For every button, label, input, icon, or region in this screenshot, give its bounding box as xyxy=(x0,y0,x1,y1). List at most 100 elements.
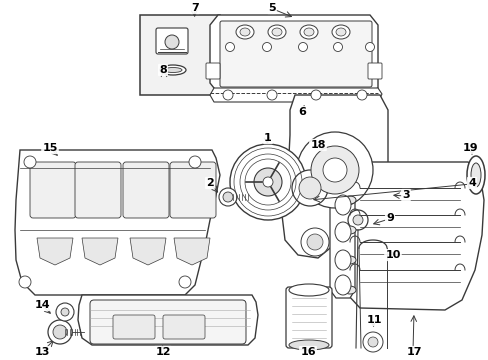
Ellipse shape xyxy=(343,256,355,264)
Text: 7: 7 xyxy=(191,3,199,13)
Circle shape xyxy=(301,228,328,256)
Ellipse shape xyxy=(163,68,182,72)
FancyBboxPatch shape xyxy=(113,315,155,339)
Ellipse shape xyxy=(271,28,282,36)
FancyBboxPatch shape xyxy=(285,287,331,348)
Circle shape xyxy=(333,42,342,51)
Text: 11: 11 xyxy=(366,315,381,325)
Polygon shape xyxy=(209,88,381,102)
Circle shape xyxy=(367,337,377,347)
Circle shape xyxy=(262,42,271,51)
Ellipse shape xyxy=(299,25,317,39)
Circle shape xyxy=(352,215,362,225)
Polygon shape xyxy=(15,150,220,295)
Text: 18: 18 xyxy=(309,140,325,150)
Text: 19: 19 xyxy=(462,143,478,153)
FancyBboxPatch shape xyxy=(30,162,76,218)
Circle shape xyxy=(310,146,358,194)
Circle shape xyxy=(266,90,276,100)
Polygon shape xyxy=(282,95,387,258)
Ellipse shape xyxy=(288,340,328,350)
Ellipse shape xyxy=(240,28,249,36)
Polygon shape xyxy=(329,157,354,298)
Circle shape xyxy=(189,156,201,168)
FancyBboxPatch shape xyxy=(123,162,169,218)
Circle shape xyxy=(298,177,320,199)
Text: 14: 14 xyxy=(34,300,50,310)
Text: 15: 15 xyxy=(42,143,58,153)
FancyBboxPatch shape xyxy=(170,162,216,218)
Circle shape xyxy=(179,276,191,288)
Ellipse shape xyxy=(343,226,355,234)
FancyBboxPatch shape xyxy=(90,300,245,344)
Text: 16: 16 xyxy=(300,347,315,357)
Circle shape xyxy=(263,177,272,187)
Circle shape xyxy=(61,308,69,316)
Ellipse shape xyxy=(335,28,346,36)
FancyBboxPatch shape xyxy=(220,21,371,87)
Text: 12: 12 xyxy=(155,347,170,357)
FancyBboxPatch shape xyxy=(163,315,204,339)
Circle shape xyxy=(225,42,234,51)
Ellipse shape xyxy=(236,25,253,39)
FancyBboxPatch shape xyxy=(156,28,187,54)
Text: 8: 8 xyxy=(159,65,166,75)
Circle shape xyxy=(164,35,179,49)
Text: 6: 6 xyxy=(298,107,305,117)
Polygon shape xyxy=(174,238,209,265)
Polygon shape xyxy=(37,238,73,265)
Text: 17: 17 xyxy=(406,347,421,357)
Ellipse shape xyxy=(334,168,350,188)
Circle shape xyxy=(323,158,346,182)
Circle shape xyxy=(253,168,282,196)
Circle shape xyxy=(53,325,67,339)
Ellipse shape xyxy=(304,28,313,36)
Ellipse shape xyxy=(334,195,350,215)
Circle shape xyxy=(19,276,31,288)
Circle shape xyxy=(310,90,320,100)
Circle shape xyxy=(24,156,36,168)
Ellipse shape xyxy=(470,163,480,187)
Bar xyxy=(140,15,220,95)
Circle shape xyxy=(365,42,374,51)
Text: 3: 3 xyxy=(401,190,409,200)
FancyBboxPatch shape xyxy=(75,162,121,218)
Ellipse shape xyxy=(288,284,328,296)
Polygon shape xyxy=(78,295,258,345)
Circle shape xyxy=(296,132,372,208)
Ellipse shape xyxy=(160,65,185,75)
Text: 13: 13 xyxy=(34,347,50,357)
Polygon shape xyxy=(82,238,118,265)
Ellipse shape xyxy=(331,25,349,39)
Circle shape xyxy=(223,192,232,202)
Ellipse shape xyxy=(343,171,355,179)
Circle shape xyxy=(48,320,72,344)
Ellipse shape xyxy=(466,156,484,194)
Circle shape xyxy=(291,170,327,206)
Polygon shape xyxy=(130,238,165,265)
Polygon shape xyxy=(209,15,377,93)
Text: 5: 5 xyxy=(267,3,275,13)
Ellipse shape xyxy=(334,222,350,242)
Circle shape xyxy=(347,210,367,230)
Circle shape xyxy=(219,188,237,206)
Circle shape xyxy=(298,42,307,51)
Ellipse shape xyxy=(334,275,350,295)
FancyBboxPatch shape xyxy=(205,63,220,79)
Circle shape xyxy=(356,90,366,100)
Ellipse shape xyxy=(343,196,355,204)
Circle shape xyxy=(306,234,323,250)
Ellipse shape xyxy=(267,25,285,39)
Text: 4: 4 xyxy=(467,178,475,188)
Circle shape xyxy=(56,303,74,321)
Circle shape xyxy=(223,90,232,100)
Circle shape xyxy=(229,144,305,220)
Text: 1: 1 xyxy=(264,133,271,143)
Text: 2: 2 xyxy=(206,178,213,188)
Ellipse shape xyxy=(343,286,355,294)
Ellipse shape xyxy=(334,250,350,270)
Circle shape xyxy=(362,332,382,352)
FancyBboxPatch shape xyxy=(367,63,381,79)
Polygon shape xyxy=(341,162,483,310)
Text: 9: 9 xyxy=(385,213,393,223)
